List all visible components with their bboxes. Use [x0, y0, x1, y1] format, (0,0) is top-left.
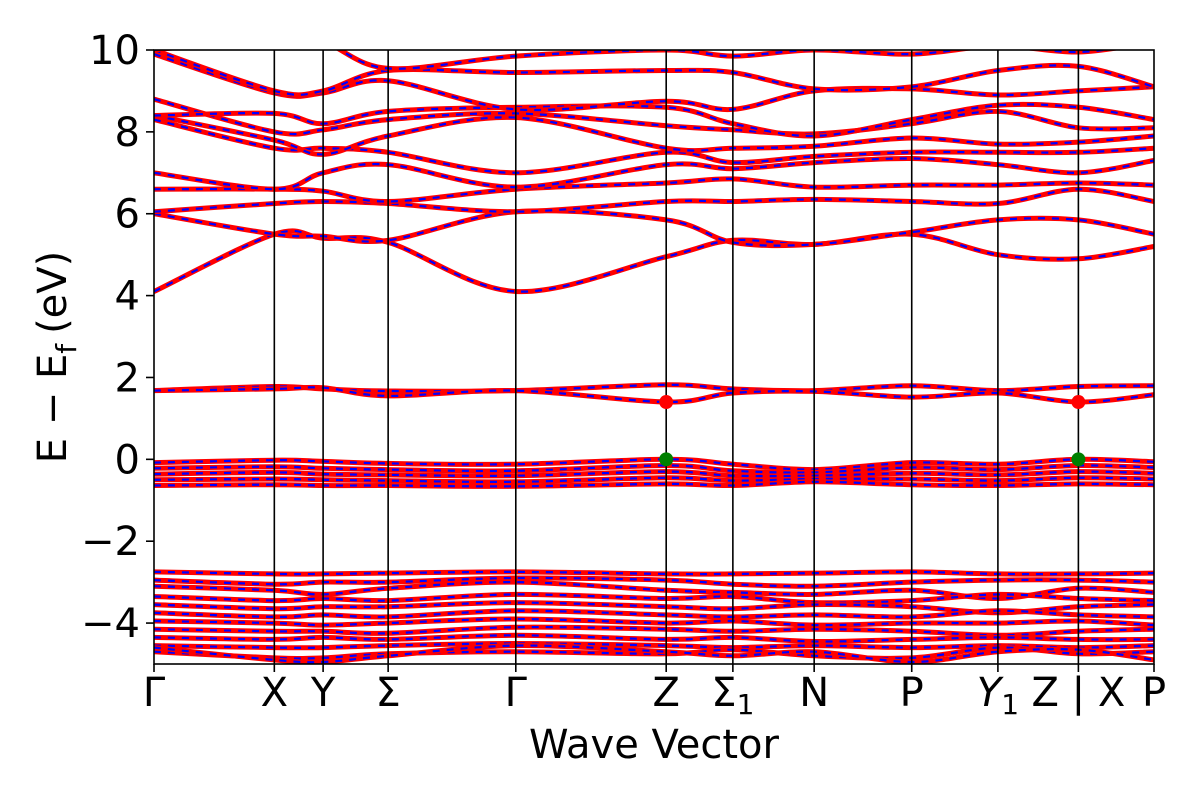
cbm-marker — [659, 395, 674, 410]
y-axis-label: E − Ef (eV) — [30, 251, 83, 464]
y-axis-label-unit: (eV) — [30, 251, 76, 334]
x-tick-label: Z | X — [1032, 670, 1126, 716]
high-symmetry-lines — [273, 50, 1080, 664]
band-line-valence_lower-0 — [154, 569, 1154, 577]
x-tick-label: Z — [652, 670, 679, 716]
y-axis-label-subscript: f — [50, 343, 83, 354]
cbm-marker — [1071, 395, 1086, 410]
x-tick-label: Σ — [376, 670, 401, 716]
plot-frame — [153, 49, 1155, 665]
x-tick-label: Σ1 — [711, 670, 754, 721]
y-tick-label: −4 — [81, 601, 140, 647]
y-tick-label: 0 — [115, 437, 140, 483]
vbm-marker — [1071, 452, 1086, 467]
vbm-marker — [659, 452, 674, 467]
y-tick-label: 2 — [115, 355, 140, 401]
x-tick-label: P — [1142, 670, 1166, 716]
y-tick-label: 10 — [89, 28, 140, 74]
x-axis-label: Wave Vector — [529, 722, 780, 768]
x-axis: Γ X Y Σ Γ Z Σ1 N P Y1 Z | X P — [143, 664, 1166, 721]
band-line-dashed-conduction_upper-7 — [154, 98, 1154, 136]
y-tick-label: −2 — [81, 519, 140, 565]
x-tick-label: P — [900, 670, 924, 716]
y-axis: −4 −2 0 2 4 6 8 10 — [81, 28, 154, 647]
x-tick-label: Γ — [143, 670, 166, 716]
x-tick-label: Γ — [505, 670, 528, 716]
x-tick-label: Y — [310, 670, 336, 716]
y-tick-label: 4 — [115, 274, 140, 320]
x-tick-label: X — [261, 670, 288, 716]
x-tick-label: Y1 — [977, 670, 1019, 721]
x-tick-label: N — [799, 670, 829, 716]
y-axis-label-main: E − E — [30, 354, 76, 464]
band-edge-markers — [659, 395, 1086, 467]
band-line-conduction_upper-11 — [154, 50, 1121, 72]
y-tick-label: 6 — [115, 192, 140, 238]
y-tick-label: 8 — [115, 110, 140, 156]
